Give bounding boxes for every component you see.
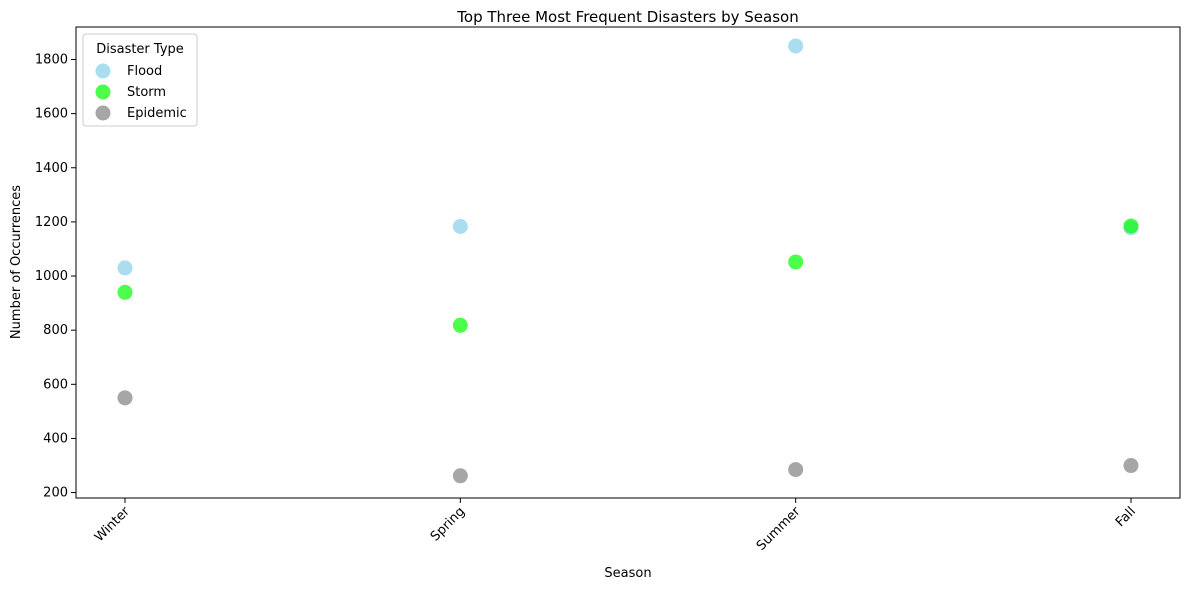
point-storm-winter (117, 284, 133, 300)
legend-marker-flood (95, 63, 111, 79)
y-tick-label: 1800 (35, 52, 68, 67)
x-axis-label: Season (604, 566, 651, 581)
y-tick-label: 400 (43, 431, 68, 446)
point-storm-fall (1123, 218, 1139, 234)
data-points (117, 38, 1139, 484)
y-tick-label: 1000 (35, 269, 68, 284)
point-storm-summer (788, 254, 804, 270)
point-flood-summer (788, 38, 804, 54)
legend-marker-epidemic (95, 105, 111, 121)
y-axis-label: Number of Occurrences (9, 185, 24, 339)
chart-title: Top Three Most Frequent Disasters by Sea… (456, 8, 798, 26)
point-storm-spring (452, 317, 468, 333)
point-flood-winter (117, 260, 133, 276)
point-flood-spring (452, 218, 468, 234)
x-tick-label: Spring (428, 504, 468, 544)
plot-area-frame (75, 26, 1181, 499)
point-epidemic-fall (1123, 458, 1139, 474)
legend: Disaster Type Flood Storm Epidemic (82, 33, 198, 127)
y-axis-ticks: 200 400 600 800 1000 1200 1400 1600 1800 (35, 52, 76, 501)
y-tick-label: 200 (43, 486, 68, 501)
x-tick-label: Summer (754, 504, 804, 554)
legend-box (82, 33, 198, 127)
legend-marker-storm (95, 84, 111, 100)
x-tick-label: Winter (92, 504, 133, 545)
y-tick-label: 1200 (35, 215, 68, 230)
point-epidemic-spring (452, 468, 468, 484)
legend-label-storm: Storm (127, 85, 166, 100)
legend-title: Disaster Type (96, 42, 184, 57)
legend-label-epidemic: Epidemic (127, 106, 187, 121)
legend-label-flood: Flood (127, 64, 162, 79)
y-tick-label: 1600 (35, 107, 68, 122)
y-tick-label: 1400 (35, 161, 68, 176)
y-tick-label: 600 (43, 377, 68, 392)
point-epidemic-summer (788, 462, 804, 478)
y-tick-label: 800 (43, 323, 68, 338)
x-axis-ticks: Winter Spring Summer Fall (92, 498, 1139, 554)
x-tick-label: Fall (1113, 504, 1139, 530)
point-epidemic-winter (117, 390, 133, 406)
